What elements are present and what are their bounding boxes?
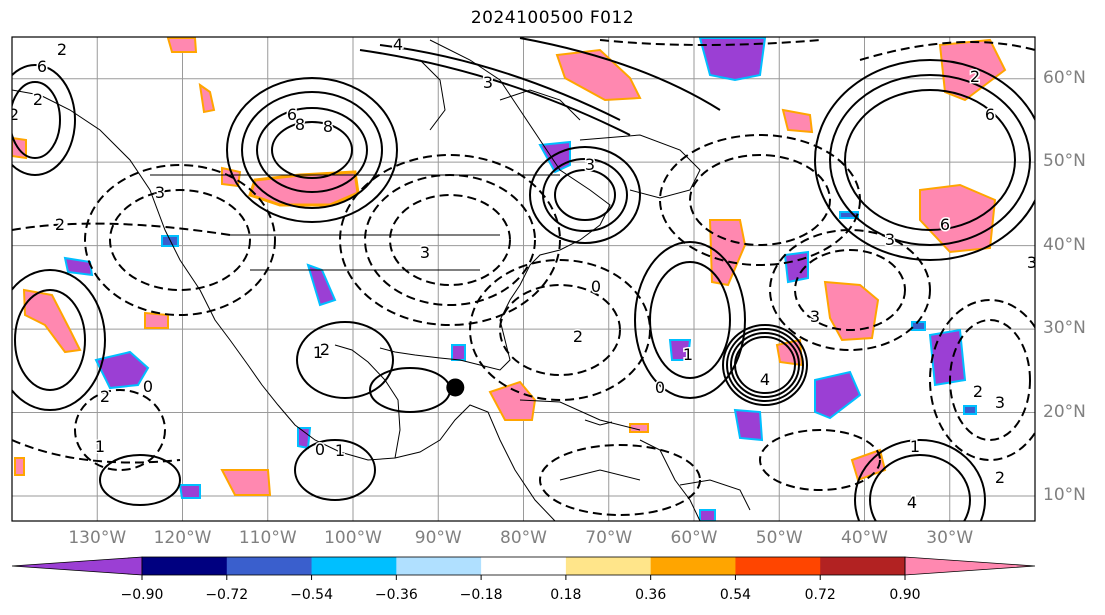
map-title: 2024100500 F012	[470, 8, 635, 28]
longitude-label: 60°W	[670, 528, 718, 548]
colorbar-tick-label: 0.18	[550, 587, 582, 603]
contour-label: 3	[1027, 253, 1037, 272]
colorbar-tick-label: −0.36	[374, 587, 418, 603]
colorbar-tick-label: 0.90	[889, 587, 921, 603]
colorbar-tick-label: −0.72	[205, 587, 249, 603]
latitude-label: 10°N	[1043, 484, 1086, 505]
longitude-label: 110°W	[238, 528, 297, 548]
contour-lines	[12, 37, 1035, 521]
contour-label: 2	[973, 382, 983, 401]
contour-label: 6	[940, 215, 950, 234]
longitude-label: 80°W	[500, 528, 547, 548]
colorbar-extend-high	[904, 556, 1036, 576]
contour-label: 3	[885, 230, 895, 249]
contour-label: 3	[585, 155, 595, 174]
contour-label: 2	[100, 387, 110, 406]
colorbar-segment	[311, 557, 397, 575]
colorbar-tick-label: −0.18	[459, 587, 503, 603]
contour-label: 4	[393, 35, 403, 54]
colorbar-segment	[481, 557, 567, 575]
contour-label: 0	[143, 377, 153, 396]
colorbar-tick-label: 0.54	[719, 587, 752, 603]
colorbar-segment	[226, 557, 313, 575]
negative-contours	[12, 39, 1035, 516]
latitude-label: 50°N	[1043, 151, 1086, 172]
colorbar-segment	[735, 557, 821, 575]
contour-label: 0	[591, 277, 601, 296]
colorbar-tick-label: 0.72	[804, 587, 836, 603]
longitude-label: 120°W	[153, 528, 212, 548]
colorbar	[11, 556, 1036, 580]
contour-label: 2	[57, 40, 67, 59]
colorbar-extend-low	[11, 556, 143, 576]
contour-label: 3	[810, 307, 820, 326]
contour-label: 6	[37, 57, 47, 76]
shaded-patches	[12, 37, 1007, 521]
contour-label: 2	[33, 90, 43, 109]
colorbar-outline	[141, 556, 906, 576]
contour-label: 8	[295, 115, 305, 134]
latitude-label: 60°N	[1043, 67, 1086, 88]
colorbar-segment	[396, 557, 482, 575]
contour-label: 2	[9, 105, 19, 124]
longitude-label: 70°W	[585, 528, 633, 548]
longitude-label: 50°W	[755, 528, 803, 548]
contour-label: 1	[95, 437, 105, 456]
map-frame	[11, 36, 1036, 522]
contour-label: 2	[970, 67, 980, 86]
contour-label: 3	[420, 243, 430, 262]
longitude-label: 100°W	[324, 528, 382, 548]
colorbar-segment	[142, 557, 228, 575]
colorbar-tick-label: −0.54	[290, 587, 333, 603]
contour-label: 1	[683, 345, 693, 364]
contour-label: 0	[315, 440, 325, 459]
longitude-label: 90°W	[414, 528, 462, 548]
contour-label: 1	[910, 437, 920, 456]
longitude-label: 130°W	[68, 528, 127, 548]
contour-label: 3	[155, 183, 165, 202]
contour-label: 2	[995, 468, 1005, 487]
colorbar-segment	[820, 557, 906, 575]
contour-label: 8	[323, 117, 333, 136]
contour-label: 3	[483, 73, 493, 92]
longitude-label: 30°W	[926, 528, 974, 548]
contour-label: 1	[313, 343, 323, 362]
contour-label: 0	[655, 378, 665, 397]
latitude-label: 20°N	[1043, 401, 1086, 422]
longitude-label: 40°W	[841, 528, 888, 548]
contour-label: 6	[287, 105, 297, 124]
contour-label: 1	[335, 441, 345, 460]
contour-label: 4	[907, 493, 917, 512]
contour-label: 4	[760, 370, 770, 389]
colorbar-tick-label: 0.36	[635, 587, 667, 603]
colorbar-segment	[565, 557, 652, 575]
contour-label: 2	[320, 340, 330, 359]
colorbar-segment	[650, 557, 736, 575]
latitude-label: 30°N	[1043, 318, 1086, 339]
latitude-label: 40°N	[1043, 234, 1086, 255]
colorbar-tick-label: −0.90	[120, 587, 164, 603]
contour-label: 6	[985, 105, 995, 124]
contour-label: 2	[55, 215, 65, 234]
contour-label: 3	[995, 393, 1005, 412]
contour-label: 2	[573, 327, 583, 346]
storm-marker-dot	[446, 378, 465, 397]
